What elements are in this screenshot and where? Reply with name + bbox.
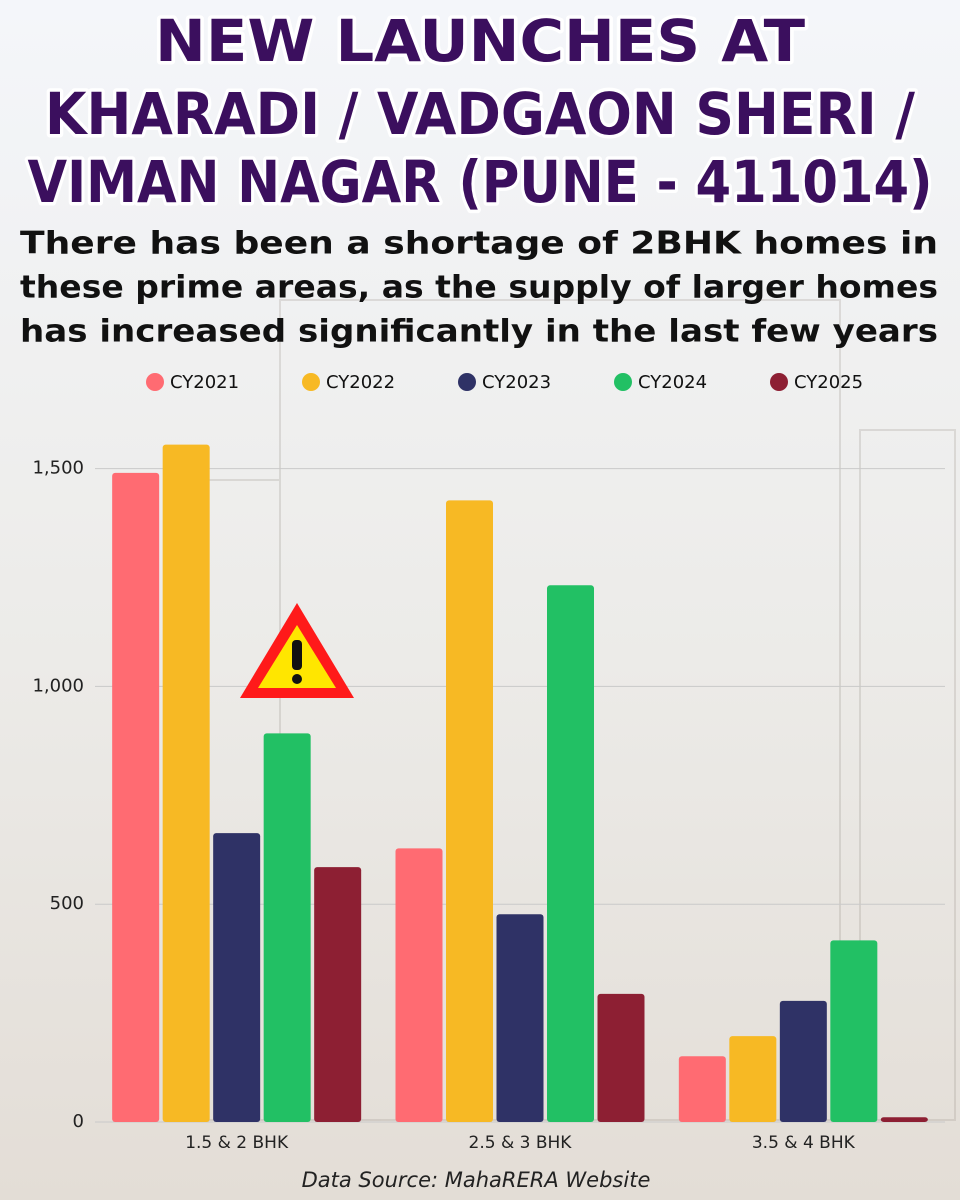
source-note: Data Source: MahaRERA Website	[302, 1168, 651, 1192]
bar	[314, 867, 362, 1122]
warning-icon	[240, 603, 354, 698]
subtitle-line: these prime areas, as the supply of larg…	[20, 270, 938, 306]
title-line: KHARADI / VADGAON SHERI /	[45, 80, 916, 148]
bar	[112, 472, 160, 1122]
legend-marker	[146, 373, 164, 391]
bar	[162, 444, 210, 1122]
bar	[213, 833, 261, 1122]
bar	[446, 500, 493, 1122]
x-tick-label: 3.5 & 4 BHK	[752, 1133, 856, 1153]
bar	[547, 585, 594, 1122]
x-tick-label: 1.5 & 2 BHK	[185, 1133, 289, 1153]
bar	[678, 1056, 726, 1122]
bar	[263, 733, 311, 1122]
subtitle-line: There has been a shortage of 2BHK homes …	[20, 226, 938, 262]
legend-marker	[614, 373, 632, 391]
legend-marker	[458, 373, 476, 391]
subtitle-line: has increased significantly in the last …	[20, 314, 938, 350]
y-tick-label: 500	[50, 893, 84, 914]
title-line: VIMAN NAGAR (PUNE - 411014)	[28, 148, 933, 216]
bar	[597, 993, 645, 1122]
legend-label: CY2024	[638, 372, 707, 393]
bar	[880, 1117, 928, 1122]
bar	[496, 914, 544, 1122]
legend-marker	[302, 373, 320, 391]
y-tick-label: 0	[73, 1111, 84, 1132]
bar	[729, 1036, 777, 1122]
title-line: NEW LAUNCHES AT	[155, 7, 805, 75]
legend-label: CY2021	[170, 372, 239, 393]
bar	[395, 848, 443, 1122]
bar	[779, 1000, 827, 1122]
legend-marker	[770, 373, 788, 391]
legend-label: CY2023	[482, 372, 551, 393]
legend-label: CY2025	[794, 372, 863, 393]
legend-label: CY2022	[326, 372, 395, 393]
y-tick-label: 1,000	[32, 675, 84, 696]
y-tick-label: 1,500	[32, 458, 84, 479]
bar	[830, 940, 878, 1122]
x-tick-label: 2.5 & 3 BHK	[469, 1133, 573, 1153]
